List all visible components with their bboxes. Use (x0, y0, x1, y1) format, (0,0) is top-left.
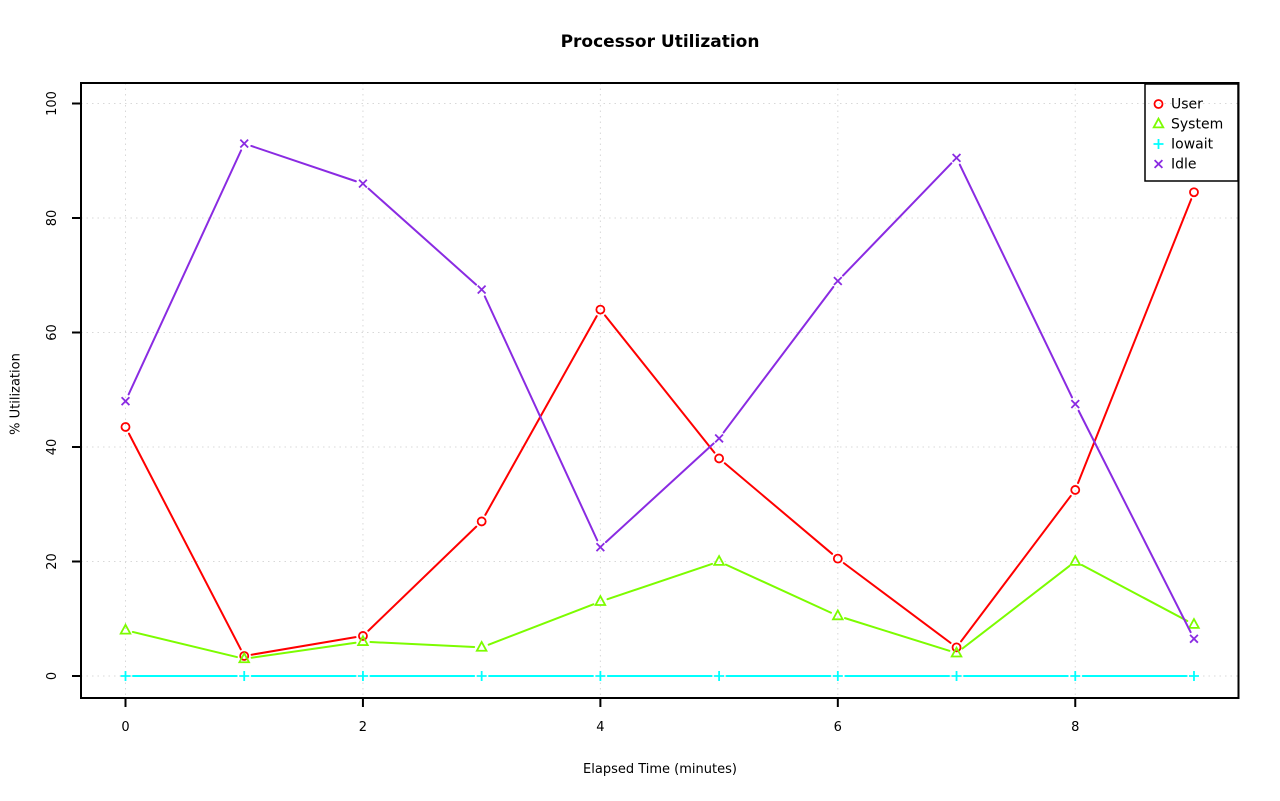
legend: User System Iowait Idle (1144, 83, 1239, 182)
legend-label: User (1171, 97, 1203, 113)
y-tick-label: 0 (45, 672, 60, 680)
legend-entry-idle: Idle (1153, 157, 1197, 173)
series-idle-line (127, 144, 1192, 634)
y-tick-label: 60 (45, 324, 60, 341)
x-tick-label: 4 (596, 720, 604, 735)
legend-border (1144, 83, 1239, 182)
x-tick-label: 6 (834, 720, 842, 735)
legend-label: System (1171, 117, 1223, 133)
y-tick-label: 80 (45, 210, 60, 227)
y-tick-label: 100 (45, 91, 60, 116)
series-idle-markers (120, 139, 1199, 644)
x-axis: 0 2 4 6 8 (121, 699, 1079, 735)
x-tick-label: 0 (121, 720, 129, 735)
legend-entry-system: System (1152, 117, 1223, 133)
x-tick-label: 8 (1071, 720, 1079, 735)
plot-border (80, 82, 1240, 699)
series-user-markers (120, 187, 1199, 661)
y-tick-label: 40 (45, 439, 60, 456)
series-iowait-markers (120, 671, 1199, 681)
plot-grid (81, 83, 1239, 698)
series-system-line (131, 562, 1189, 659)
y-axis: 0 20 40 60 80 100 (45, 91, 80, 680)
y-tick-label: 20 (45, 553, 60, 570)
legend-entry-iowait: Iowait (1153, 137, 1214, 153)
x-axis-title: Elapsed Time (minutes) (583, 762, 737, 777)
series-user-line (127, 198, 1193, 656)
legend-label: Iowait (1171, 137, 1214, 153)
legend-label: Idle (1171, 157, 1197, 173)
x-tick-label: 2 (359, 720, 367, 735)
chart-title: Processor Utilization (560, 32, 760, 52)
legend-entry-user: User (1153, 97, 1203, 113)
series-system-markers (119, 554, 1201, 664)
